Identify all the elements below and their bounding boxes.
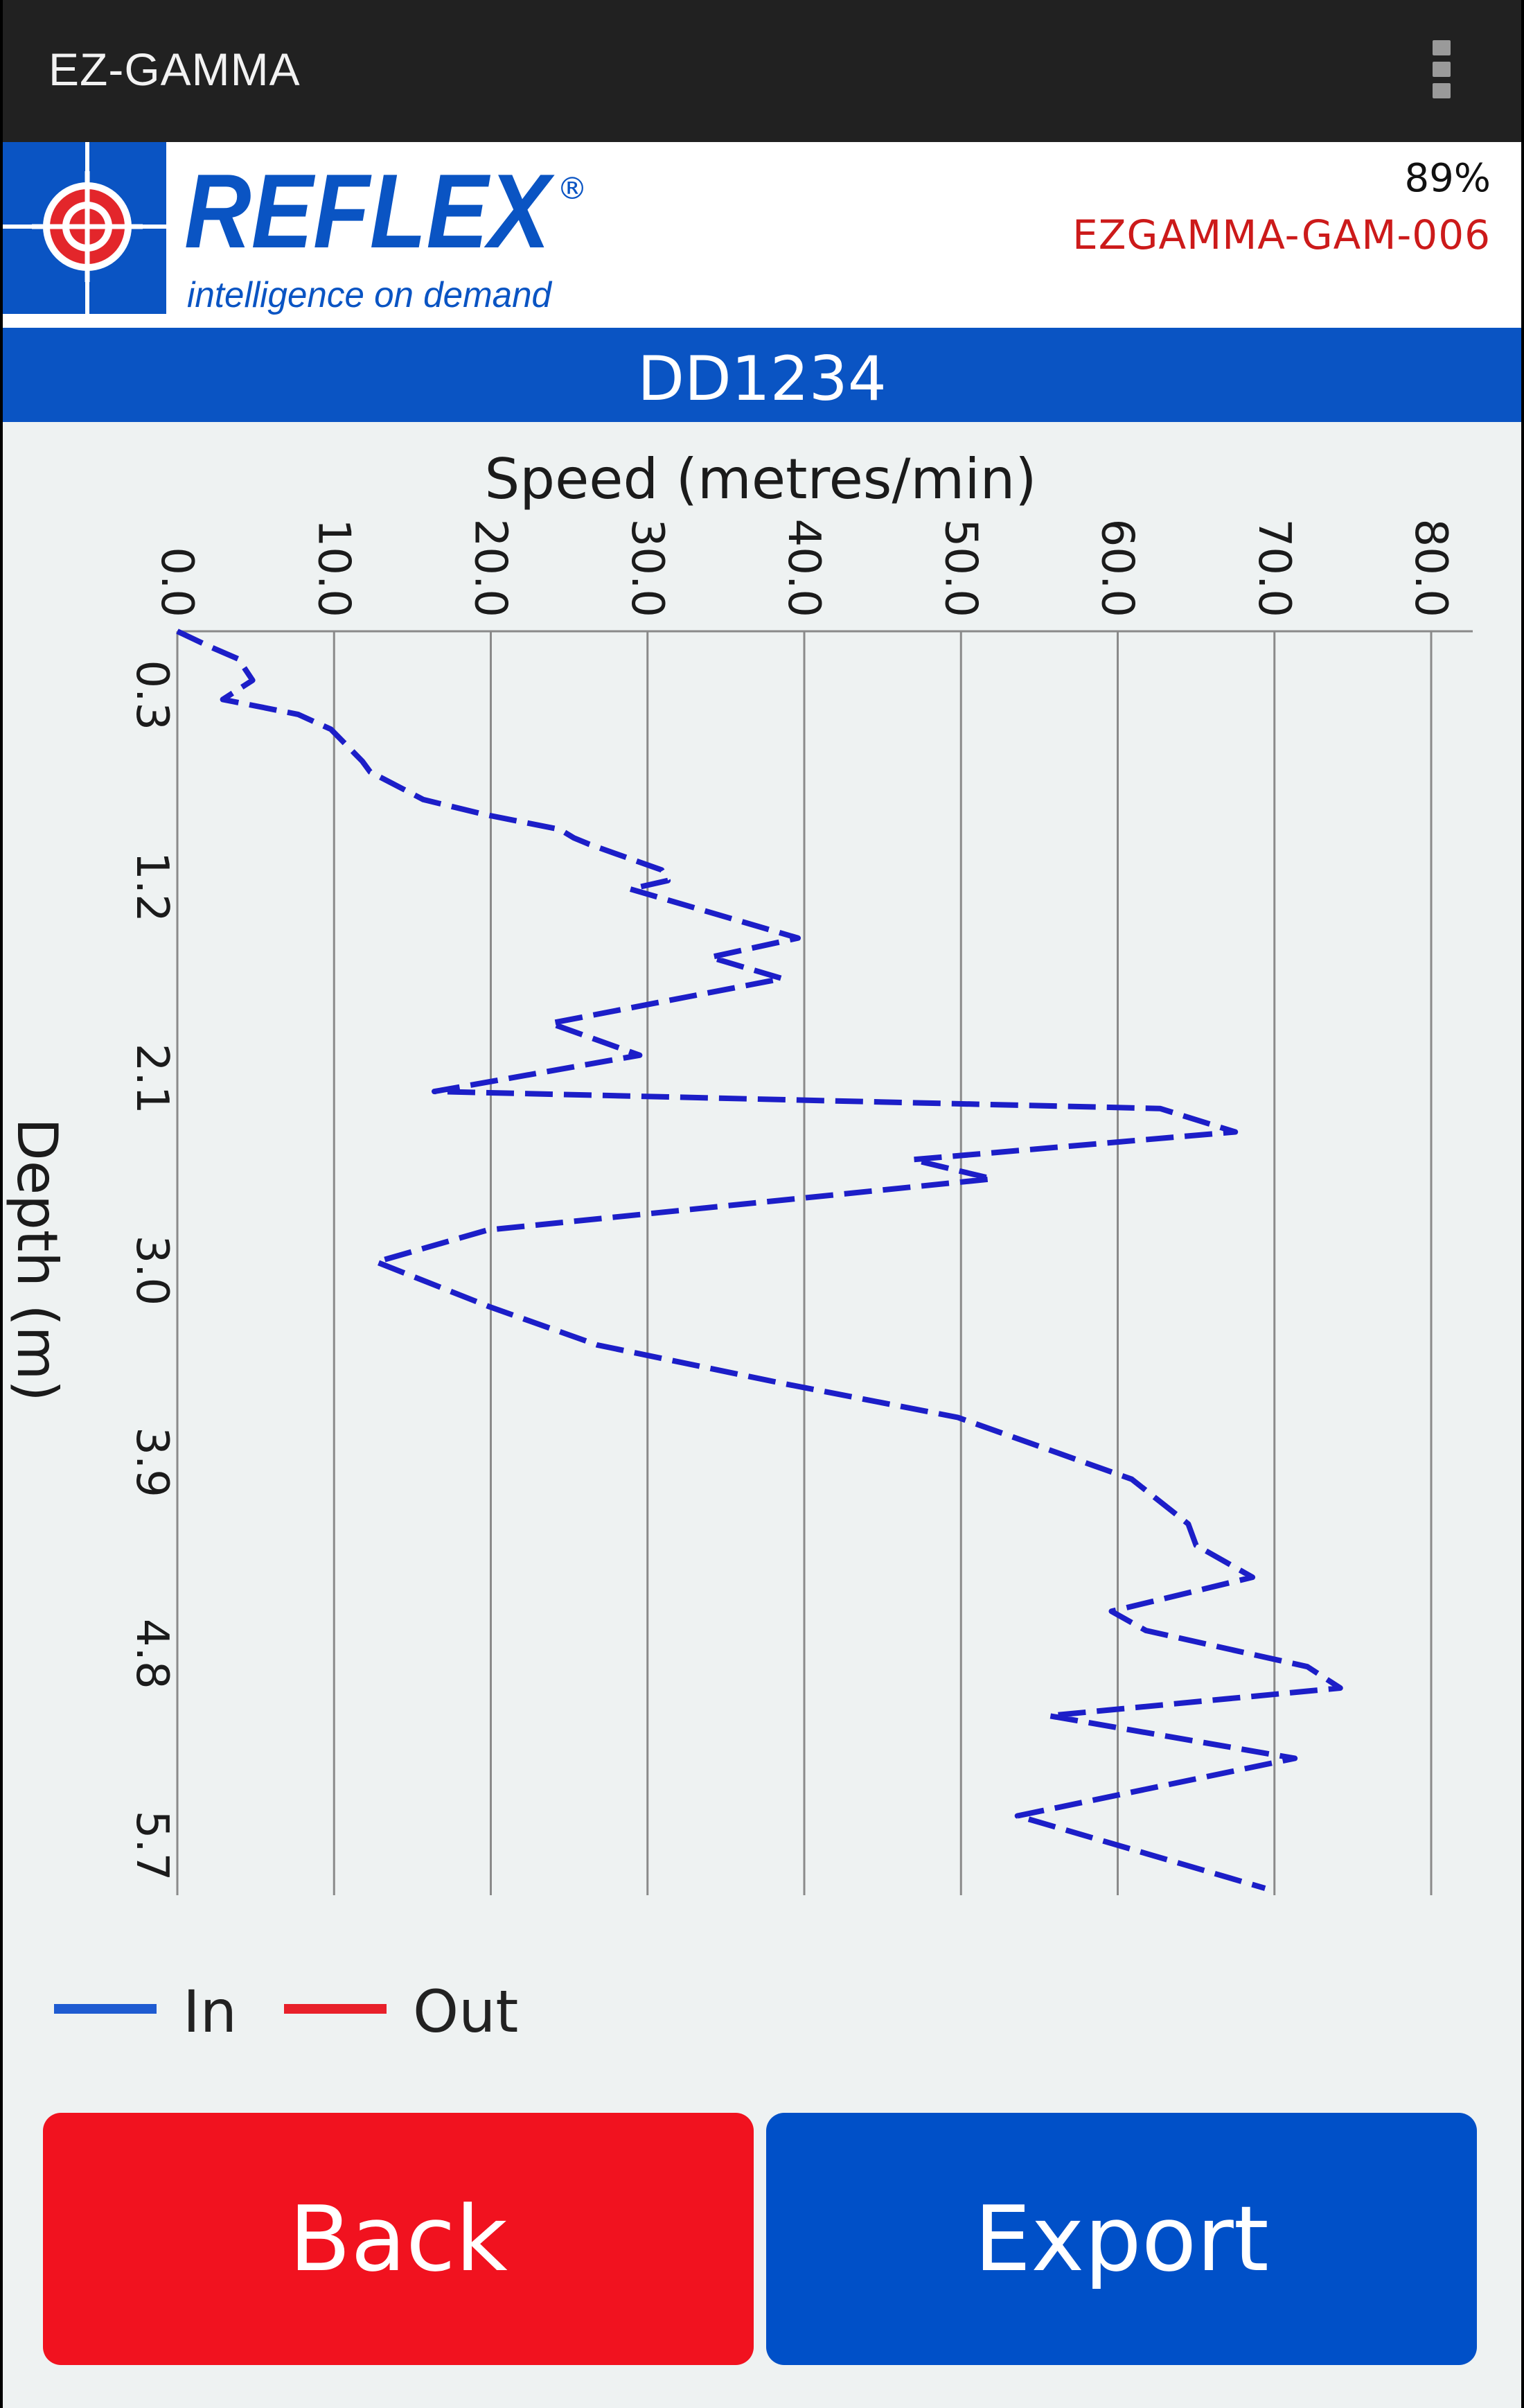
crosshair-icon (32, 171, 143, 282)
battery-level: 89% (1404, 156, 1491, 201)
y-tick-label: 5.7 (126, 1811, 177, 1881)
y-tick-label: 1.2 (126, 852, 177, 922)
legend-in-swatch (54, 2004, 157, 2014)
export-button[interactable]: Export (766, 2113, 1477, 2365)
x-tick-label: 60.0 (1092, 519, 1143, 618)
device-id: EZGAMMA-GAM-006 (1072, 211, 1491, 258)
legend-out-label: Out (413, 1978, 519, 2046)
reflex-logo: REFLEX ® intelligence on demand (3, 142, 587, 315)
x-tick-label: 20.0 (465, 519, 516, 618)
x-tick-label: 50.0 (934, 519, 986, 618)
header: REFLEX ® intelligence on demand 89% EZGA… (3, 142, 1521, 328)
logo-brand: REFLEX (184, 152, 555, 270)
y-tick-label: 2.1 (126, 1044, 177, 1114)
back-button[interactable]: Back (43, 2113, 754, 2365)
x-tick-label: 40.0 (778, 519, 829, 618)
speed-depth-chart: 0.0 10.0 20.0 30.0 40.0 50.0 60.0 70.0 80.0 0.3 1.… (5, 447, 1473, 1895)
logo-tagline: intelligence on demand (187, 275, 553, 315)
app-title: EZ-GAMMA (48, 44, 301, 95)
y-tick-label: 3.0 (126, 1235, 177, 1306)
y-tick-label: 3.9 (126, 1427, 177, 1497)
x-tick-label: 0.0 (151, 547, 202, 617)
y-tick-label: 4.8 (126, 1619, 177, 1689)
y-axis-title: Depth (m) (5, 1118, 69, 1401)
x-tick-label: 80.0 (1405, 519, 1456, 618)
x-tick-label: 30.0 (621, 519, 673, 618)
x-tick-label: 70.0 (1248, 519, 1300, 618)
y-tick-label: 0.3 (126, 660, 177, 730)
legend-in-label: In (183, 1978, 238, 2046)
chart-panel: 0.0 10.0 20.0 30.0 40.0 50.0 60.0 70.0 80.0 0.3 1.… (3, 422, 1521, 2408)
x-tick-label: 10.0 (308, 519, 359, 618)
series-line-in (176, 629, 1343, 1891)
hole-id: DD1234 (637, 343, 887, 414)
x-axis-title: Speed (metres/min) (485, 447, 1037, 511)
app-bar: EZ-GAMMA (3, 0, 1521, 142)
legend-out-swatch (284, 2004, 387, 2014)
logo-registered: ® (557, 171, 587, 206)
overflow-menu-icon[interactable] (1431, 40, 1452, 101)
hole-id-banner: DD1234 (3, 328, 1521, 422)
